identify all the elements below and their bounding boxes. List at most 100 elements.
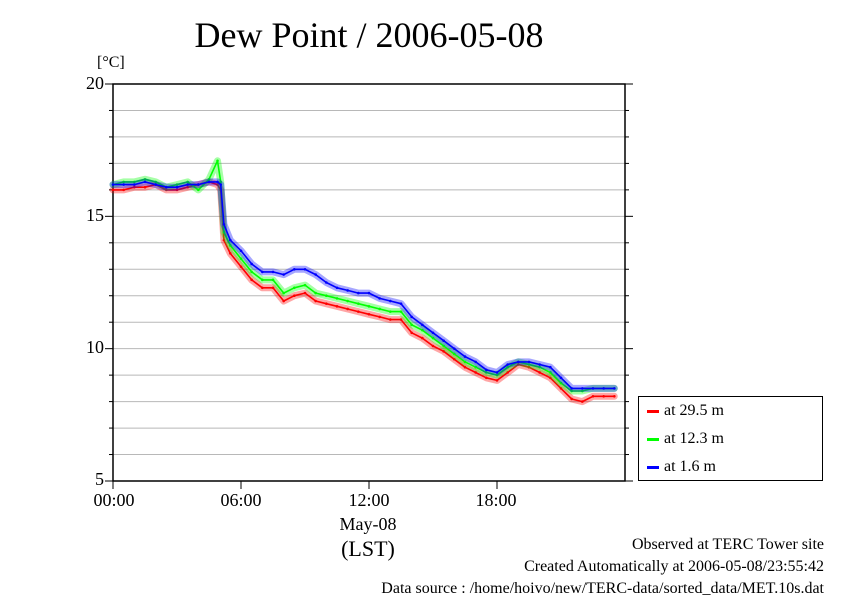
- data-point: [271, 278, 275, 282]
- series-line: [112, 160, 615, 392]
- x-axis-label: (LST): [341, 536, 395, 561]
- data-point: [239, 249, 243, 253]
- data-point: [186, 180, 189, 184]
- data-point: [367, 291, 371, 295]
- x-tick-label: 12:00: [348, 490, 390, 510]
- data-point: [527, 360, 531, 364]
- data-point: [303, 291, 307, 295]
- data-point: [222, 222, 226, 226]
- data-point: [378, 315, 381, 319]
- data-point: [175, 188, 179, 192]
- legend-swatch: [647, 437, 659, 441]
- legend: at 29.5 m at 12.3 m at 1.6 m: [638, 396, 823, 481]
- data-point: [591, 395, 595, 398]
- data-point: [250, 278, 253, 282]
- data-point: [261, 270, 264, 274]
- data-point: [613, 387, 616, 390]
- data-point: [122, 180, 125, 184]
- data-point: [591, 387, 595, 390]
- data-point: [474, 365, 477, 369]
- data-point: [335, 305, 339, 308]
- data-point: [581, 387, 584, 390]
- data-point: [463, 365, 467, 369]
- data-point: [271, 270, 275, 274]
- legend-item: at 12.3 m: [647, 430, 724, 448]
- data-point: [314, 299, 317, 303]
- data-point: [474, 360, 477, 364]
- data-point: [538, 363, 541, 366]
- data-point: [549, 371, 552, 374]
- data-point: [207, 177, 211, 181]
- data-point: [250, 270, 253, 274]
- data-point: [431, 331, 435, 335]
- data-point: [399, 302, 403, 305]
- data-point: [250, 262, 253, 266]
- data-point: [602, 395, 605, 398]
- data-point: [165, 185, 168, 189]
- data-point: [239, 257, 243, 260]
- data-point: [581, 400, 584, 403]
- data-point: [346, 307, 349, 311]
- data-point: [222, 230, 226, 234]
- data-point: [111, 183, 115, 186]
- data-point: [559, 376, 563, 380]
- series-band: [109, 178, 618, 392]
- data-point: [229, 252, 232, 255]
- data-point: [485, 371, 488, 374]
- data-point: [122, 188, 125, 192]
- data-point: [538, 371, 541, 374]
- data-point: [453, 357, 456, 361]
- data-point: [367, 312, 371, 316]
- series-band: [109, 157, 618, 395]
- data-point: [207, 180, 211, 184]
- data-point: [517, 363, 520, 366]
- data-point: [293, 267, 296, 271]
- data-point: [357, 291, 360, 295]
- data-point: [410, 331, 413, 335]
- data-point: [389, 299, 392, 303]
- data-point: [303, 267, 307, 271]
- chart-title: Dew Point / 2006-05-08: [194, 15, 544, 55]
- data-point: [506, 365, 509, 369]
- data-point: [389, 310, 392, 313]
- footer-created: Created Automatically at 2006-05-08/23:5…: [524, 558, 824, 575]
- data-point: [517, 360, 520, 364]
- y-unit-label: [°C]: [97, 54, 125, 71]
- legend-swatch: [647, 465, 659, 469]
- data-point: [197, 183, 200, 186]
- data-point: [559, 387, 563, 390]
- legend-item: at 29.5 m: [647, 402, 724, 420]
- data-point: [325, 294, 328, 298]
- data-point: [463, 360, 467, 364]
- data-point: [613, 395, 616, 398]
- data-point: [229, 238, 232, 242]
- data-point: [421, 328, 424, 332]
- x-tick-label: 00:00: [93, 490, 135, 510]
- data-point: [133, 183, 136, 186]
- data-point: [538, 365, 541, 369]
- data-point: [570, 387, 573, 390]
- data-point: [485, 368, 488, 372]
- data-point: [378, 297, 381, 300]
- legend-item: at 1.6 m: [647, 458, 716, 476]
- data-point: [133, 180, 136, 184]
- data-point: [165, 188, 168, 192]
- data-point: [143, 177, 147, 181]
- plot-frame: [112, 83, 626, 482]
- data-point: [271, 286, 275, 290]
- data-point: [186, 185, 189, 189]
- data-point: [463, 355, 467, 358]
- legend-swatch: [647, 409, 659, 413]
- data-point: [282, 273, 285, 276]
- data-point: [303, 283, 307, 287]
- data-point: [222, 238, 226, 242]
- data-point: [314, 291, 317, 295]
- data-point: [216, 159, 219, 163]
- data-point: [442, 350, 445, 353]
- data-point: [229, 244, 232, 247]
- data-point: [175, 185, 179, 189]
- data-point: [495, 371, 499, 374]
- footer-observed: Observed at TERC Tower site: [631, 536, 824, 553]
- data-point: [143, 185, 147, 189]
- x-tick-label: 06:00: [220, 490, 262, 510]
